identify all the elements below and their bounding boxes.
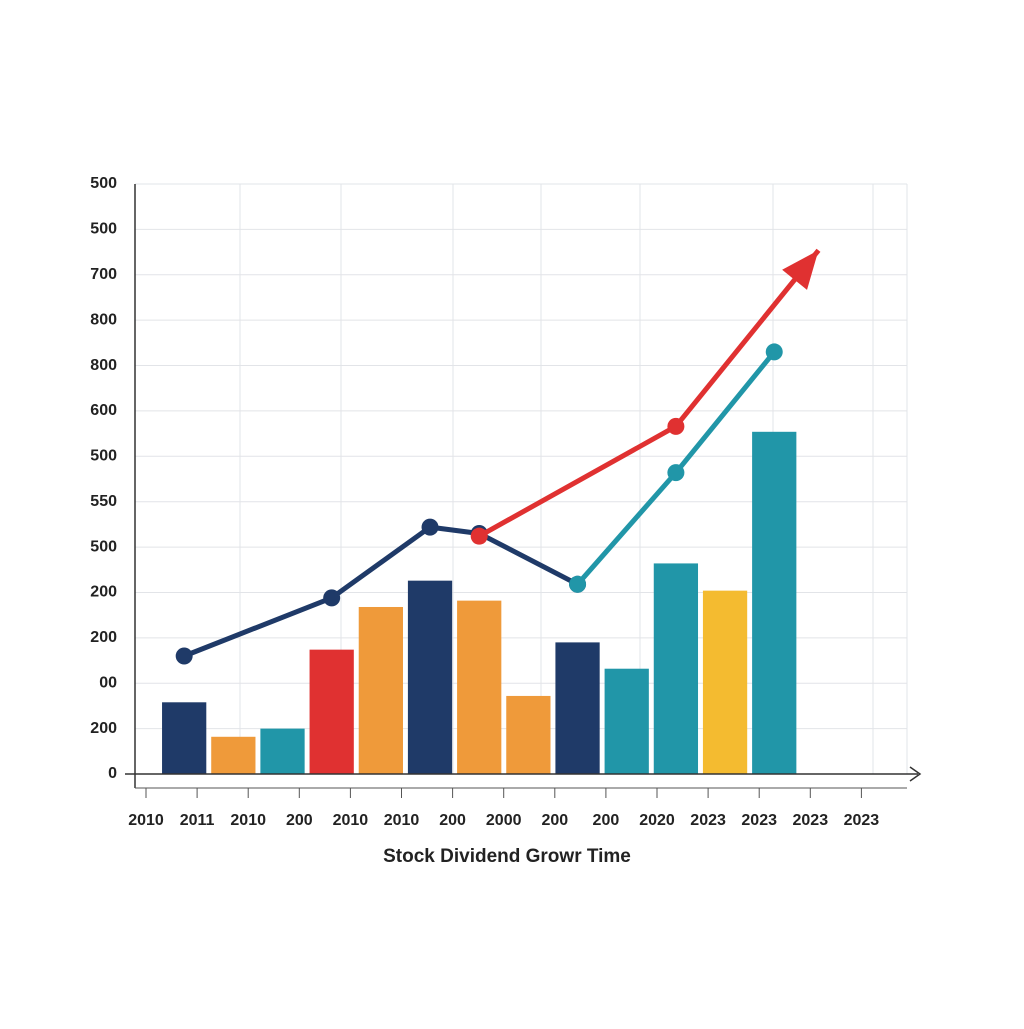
x-tick-label: 200 xyxy=(439,812,466,829)
line-point xyxy=(667,464,685,482)
line-point xyxy=(470,527,488,545)
line-layer xyxy=(175,248,821,665)
line-arrowhead xyxy=(782,250,819,290)
chart-title: Stock Dividend Growr Time xyxy=(383,846,631,867)
bar xyxy=(211,736,256,774)
y-tick-label: 200 xyxy=(90,629,117,646)
y-tick-label: 500 xyxy=(90,538,117,555)
x-tick-label: 2010 xyxy=(128,812,164,829)
bar xyxy=(457,600,502,774)
x-tick-label: 200 xyxy=(541,812,568,829)
x-tick-label: 2000 xyxy=(486,812,522,829)
y-tick-label: 800 xyxy=(90,357,117,374)
y-tick-label: 600 xyxy=(90,402,117,419)
bar xyxy=(752,431,797,774)
y-tick-label: 200 xyxy=(90,720,117,737)
line-point xyxy=(765,343,783,361)
bar xyxy=(702,590,748,774)
y-tick-label: 00 xyxy=(99,674,117,691)
x-tick-label: 200 xyxy=(593,812,620,829)
bar xyxy=(653,563,699,774)
y-tick-label: 500 xyxy=(90,175,117,192)
y-tick-label: 500 xyxy=(90,448,117,465)
y-tick-label: 0 xyxy=(108,765,117,782)
line-point xyxy=(323,589,341,607)
line-point xyxy=(175,647,193,665)
bar-layer xyxy=(162,431,797,774)
x-tick-label: 2023 xyxy=(741,812,777,829)
x-axis-arrow xyxy=(909,766,922,782)
bar xyxy=(260,728,305,774)
bar xyxy=(309,649,354,774)
bar xyxy=(555,642,600,774)
x-tick-label: 2023 xyxy=(844,812,880,829)
x-tick-label: 2023 xyxy=(793,812,829,829)
y-tick-label: 500 xyxy=(90,221,117,238)
bar xyxy=(407,580,453,774)
x-tick-label: 2010 xyxy=(384,812,420,829)
x-tick-label: 2011 xyxy=(180,812,215,829)
line-point xyxy=(667,417,685,435)
bar xyxy=(358,606,403,774)
bar xyxy=(162,702,207,774)
y-tick-label: 800 xyxy=(90,311,117,328)
x-tick-label: 200 xyxy=(286,812,313,829)
line-point xyxy=(421,518,439,536)
text-layer: 0 200 00 200 200 500 550 500 600 800 800 700 500 500 2… xyxy=(90,175,879,829)
line-point xyxy=(569,575,587,593)
bar xyxy=(604,668,649,774)
x-tick-label: 2010 xyxy=(333,812,369,829)
x-tick-label: 2023 xyxy=(690,812,726,829)
x-tick-label: 2010 xyxy=(230,812,266,829)
x-tick-label: 2020 xyxy=(639,812,675,829)
bar xyxy=(506,695,551,774)
y-tick-label: 200 xyxy=(90,584,117,601)
y-tick-label: 700 xyxy=(90,266,117,283)
y-tick-label: 550 xyxy=(90,493,117,510)
